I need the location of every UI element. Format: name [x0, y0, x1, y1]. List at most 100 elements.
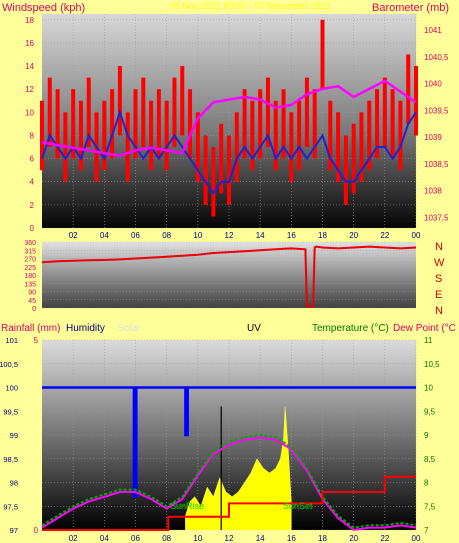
wind-gust-bar: [156, 89, 161, 159]
wind-y-tick-label: 12: [25, 85, 34, 94]
wind-gust-bar: [141, 77, 146, 148]
barometer-y-tick-label: 1039,5: [424, 106, 449, 115]
wind-gust-bar: [125, 112, 130, 182]
humidity-axis-title: Humidity: [66, 323, 105, 334]
dir-label-n-top: N: [435, 241, 443, 253]
temperature-line: [41, 433, 417, 529]
wind-gust-bar: [343, 135, 348, 205]
wind-gust-bar: [227, 135, 231, 205]
wind-y-tick-label: 18: [25, 16, 34, 25]
bottom-x-tick-label: 04: [100, 534, 109, 543]
humidity-y-tick-label: 99,5: [3, 407, 18, 416]
barometer-y-tick-label: 1038,5: [424, 160, 449, 169]
bottom-x-tick-label: 22: [380, 534, 389, 543]
wind-gust-bar: [234, 112, 239, 182]
wind-y-tick-label: 8: [30, 131, 35, 140]
wind-gust-bar: [273, 100, 278, 171]
humidity-y-tick-label: 97: [10, 526, 18, 535]
rainfall-line: [42, 475, 416, 531]
wind-gust-bar: [367, 100, 372, 171]
wind-gust-bar: [375, 89, 380, 159]
direction-y-tick-label: 360: [24, 240, 36, 247]
bottom-x-tick-label: 00: [412, 534, 421, 543]
wind-y-tick-label: 2: [30, 201, 35, 210]
wind-y-tick-label: 14: [25, 62, 34, 71]
temperature-y-tick-label: 10,5: [424, 360, 440, 369]
dir-label-e: E: [435, 289, 442, 301]
top-x-tick-label: 02: [69, 231, 78, 240]
wind-gust-bar: [133, 89, 138, 159]
wind-gust-bar: [78, 100, 83, 171]
wind-y-tick-label: 4: [30, 178, 35, 187]
wind-gust-bar: [281, 89, 286, 159]
wind-gust-bar: [219, 123, 224, 194]
wind-gust-bar: [351, 123, 356, 194]
direction-y-tick-label: 135: [24, 281, 36, 288]
barometer-y-tick-label: 1041: [424, 26, 442, 35]
temperature-axis-title: Temperature (°C): [312, 323, 389, 334]
wind-gust-bar: [195, 112, 200, 182]
bottom-x-tick-label: 08: [162, 534, 171, 543]
direction-y-tick-label: 45: [28, 298, 36, 305]
temperature-y-tick-label: 9: [424, 431, 429, 440]
bottom-x-tick-label: 10: [193, 534, 202, 543]
wind-gust-bar: [55, 89, 60, 159]
rainfall-y-tick-label: 0: [34, 526, 39, 535]
bottom-x-tick-label: 02: [69, 534, 78, 543]
rainfall-y-tick-label: 5: [34, 336, 39, 345]
bottom-x-tick-label: 20: [349, 534, 358, 543]
bottom-x-tick-label: 12: [225, 534, 234, 543]
barometer-y-tick-label: 1037,5: [424, 213, 449, 222]
temperature-y-tick-label: 9,5: [424, 407, 436, 416]
wind-gust-bar: [336, 112, 341, 182]
wind-direction-line: [41, 245, 417, 308]
wind-gust-bar: [328, 100, 333, 171]
bottom-x-tick-label: 16: [287, 534, 296, 543]
wind-gust-bar: [265, 77, 270, 148]
wind-gust-bar: [398, 100, 403, 171]
wind-gust-bar: [188, 89, 193, 159]
barometer-line: [41, 79, 417, 158]
barometer-y-tick-label: 1038: [424, 187, 442, 196]
wind-gust-bar: [117, 66, 122, 136]
windspeed-axis-title: Windspeed (kph): [2, 2, 85, 14]
top-x-tick-label: 18: [318, 231, 327, 240]
top-x-tick-label: 14: [256, 231, 265, 240]
wind-y-tick-label: 10: [25, 108, 34, 117]
dewpoint-axis-title: Dew Point (°C: [393, 323, 456, 334]
direction-y-tick-label: 225: [24, 265, 36, 272]
wind-gust-bar: [71, 89, 76, 159]
wind-gust-bar: [312, 89, 317, 159]
bottom-x-tick-label: 14: [256, 534, 265, 543]
wind-gust-bar: [406, 54, 411, 124]
direction-y-tick-label: 0: [32, 306, 36, 313]
temperature-y-tick-label: 7: [424, 526, 429, 535]
wind-average-line: [41, 109, 417, 196]
top-x-tick-label: 10: [193, 231, 202, 240]
top-x-tick-label: 22: [380, 231, 389, 240]
wind-gust-bar: [242, 89, 247, 159]
temperature-y-tick-label: 7,5: [424, 502, 436, 511]
direction-y-tick-label: 90: [28, 290, 36, 297]
top-x-tick-label: 08: [162, 231, 171, 240]
dir-label-s: S: [435, 273, 442, 285]
date-range-text: 06 Nov 2021 00:00 - 07 November 2021: [170, 1, 331, 11]
top-x-tick-label: 04: [100, 231, 109, 240]
humidity-y-tick-label: 99: [10, 431, 18, 440]
wind-gust-bar: [297, 100, 302, 171]
solar-area: [185, 406, 292, 531]
wind-gust-bar: [382, 77, 387, 148]
barometer-y-tick-label: 1040: [424, 80, 442, 89]
wind-gust-bar: [250, 100, 255, 171]
top-x-tick-label: 12: [225, 231, 234, 240]
wind-y-tick-label: 16: [25, 39, 34, 48]
direction-y-tick-label: 270: [24, 257, 36, 264]
wind-gust-bar: [149, 100, 154, 171]
wind-gust-bar: [320, 19, 325, 90]
temperature-y-tick-label: 11: [424, 336, 433, 345]
temperature-y-tick-label: 10: [424, 384, 433, 393]
humidity-y-tick-label: 100,5: [0, 360, 18, 369]
wind-y-tick-label: 6: [30, 155, 35, 164]
wind-gust-bar: [258, 89, 263, 159]
